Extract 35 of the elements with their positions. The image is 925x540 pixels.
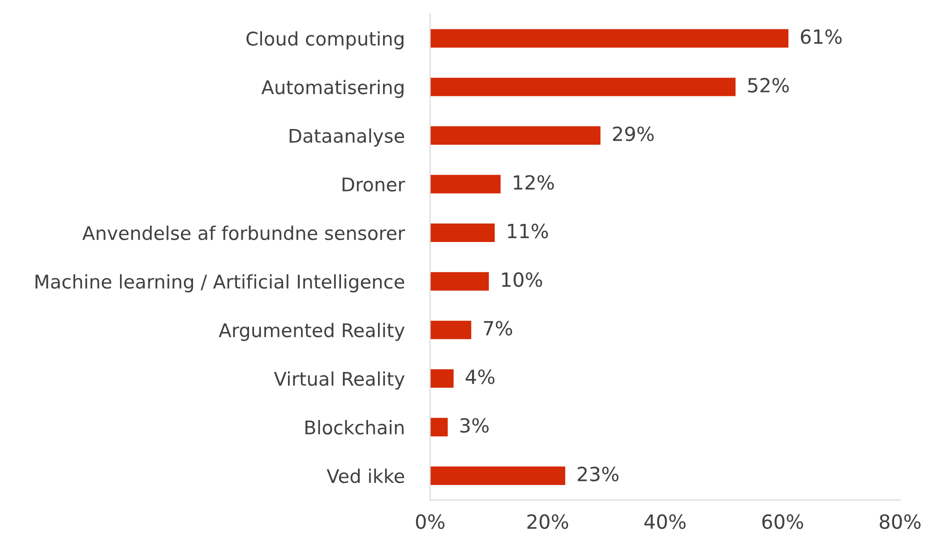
bar [430,174,501,194]
x-tick-label: 20% [527,514,568,529]
y-tick-label: Automatisering [261,80,404,98]
x-tick-label: 0% [416,514,444,529]
data-label: 4% [466,369,495,384]
data-label: 61% [800,29,842,44]
y-tick-label: Argumented Reality [218,322,405,341]
data-label: 11% [508,224,548,238]
data-label: 12% [514,175,554,190]
bar [430,466,566,485]
data-label: 23% [578,466,618,482]
bar [430,126,600,145]
y-tick-label: Ved ikke [326,468,404,484]
data-label: 7% [484,320,512,336]
data-label: 3% [460,418,489,433]
bar [430,272,489,291]
bar [430,418,448,436]
data-label: 29% [613,126,654,142]
bar [430,224,495,242]
bar [430,320,472,340]
bar [430,369,454,388]
x-tick-label: 80% [880,514,921,529]
y-tick-label: Machine learning / Artificial Intelligence [36,274,404,292]
y-tick-label: Dataanalyse [290,128,404,147]
data-label: 10% [502,272,542,287]
y-tick-label: Blockchain [305,420,404,435]
x-tick-label: 60% [762,514,804,529]
y-tick-label: Virtual Reality [274,371,405,390]
bar [430,29,788,48]
y-tick-label: Anvendelse af forbundne sensorer [82,226,406,240]
data-label: 52% [748,78,789,93]
y-tick-label: Droner [342,178,406,192]
bar [430,78,736,96]
x-tick-label: 40% [644,514,686,529]
y-tick-label: Cloud computing [246,31,404,50]
